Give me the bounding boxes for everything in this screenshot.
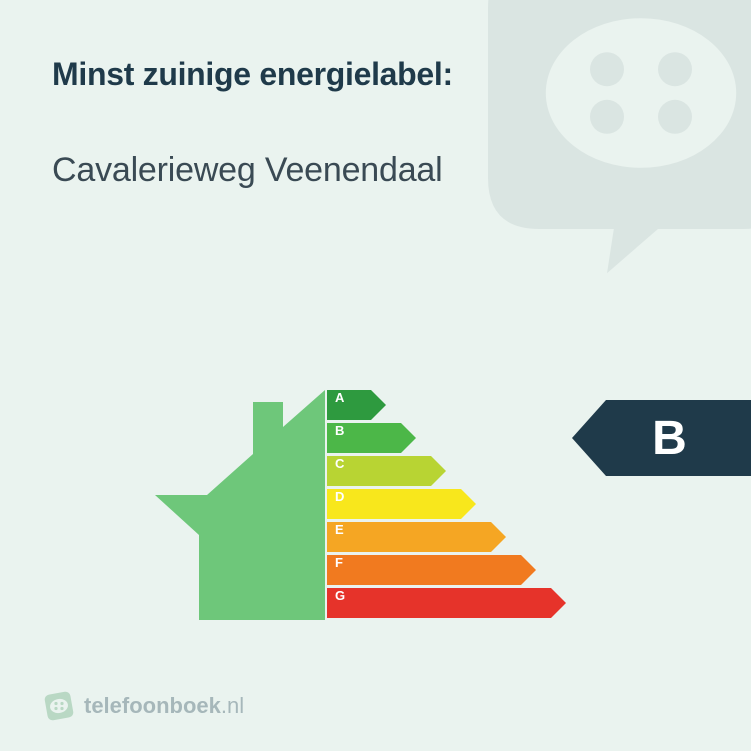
energy-bar-b: B: [327, 423, 551, 453]
address-subtitle: Cavalerieweg Veenendaal: [52, 151, 699, 190]
energy-bar-label: B: [335, 423, 344, 438]
brand-name-light: .nl: [221, 693, 244, 718]
content-area: Minst zuinige energielabel: Cavalerieweg…: [0, 0, 751, 190]
energy-bar-label: C: [335, 456, 344, 471]
energy-label-chart: A B C D E F G B: [0, 360, 751, 660]
energy-bar-g: G: [327, 588, 551, 618]
energy-bars: A B C D E F G: [327, 390, 551, 621]
footer-brand: telefoonboek.nl: [44, 691, 244, 721]
indicator-letter: B: [652, 411, 687, 466]
energy-bar-f: F: [327, 555, 551, 585]
energy-bar-label: F: [335, 555, 343, 570]
brand-logo-icon: [44, 691, 74, 721]
energy-bar-label: D: [335, 489, 344, 504]
energy-bar-label: E: [335, 522, 344, 537]
page-title: Minst zuinige energielabel:: [52, 56, 699, 93]
brand-name-bold: telefoonboek: [84, 693, 221, 718]
brand-text: telefoonboek.nl: [84, 693, 244, 719]
energy-bar-a: A: [327, 390, 551, 420]
house-icon: [155, 390, 325, 620]
energy-bar-d: D: [327, 489, 551, 519]
indicator-body: B: [606, 400, 751, 476]
energy-bar-c: C: [327, 456, 551, 486]
energy-bar-label: G: [335, 588, 345, 603]
energy-bar-label: A: [335, 390, 344, 405]
rating-indicator: B: [572, 400, 751, 476]
energy-bar-e: E: [327, 522, 551, 552]
indicator-arrow-icon: [572, 400, 606, 476]
